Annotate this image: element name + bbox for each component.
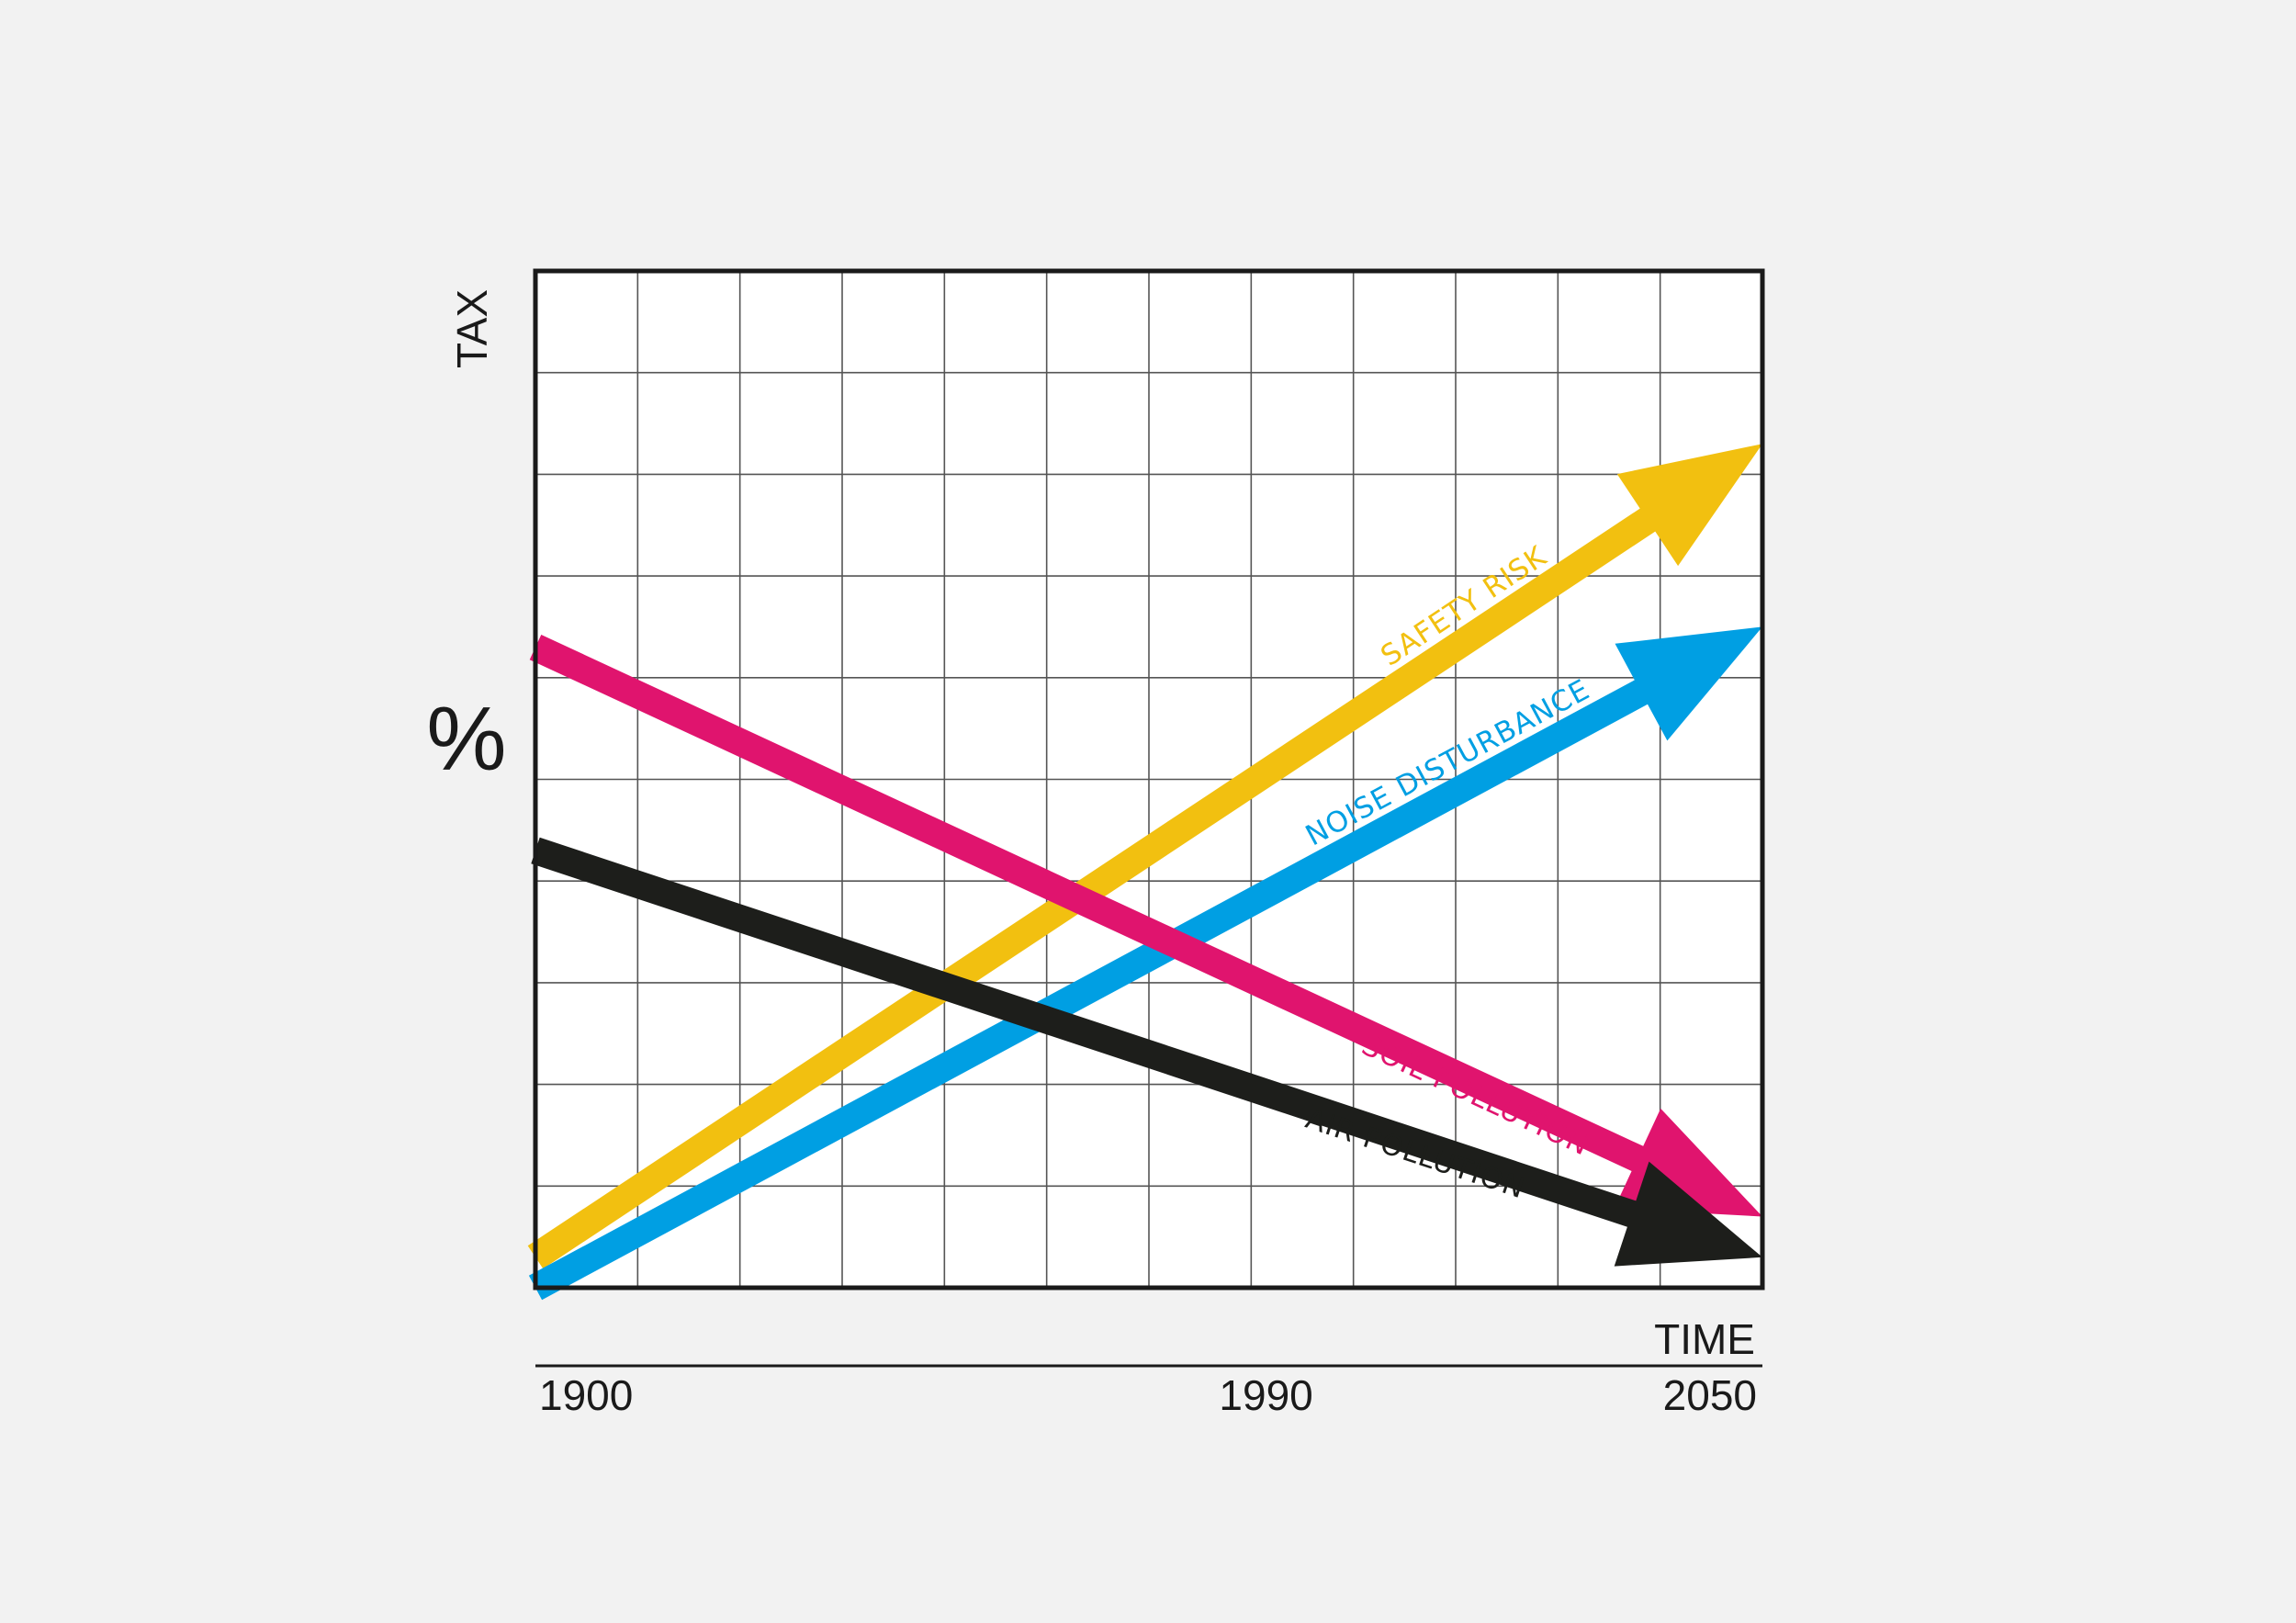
x-tick-labels: 1900 1990 2050 xyxy=(539,1371,1757,1419)
series-arrow-safety-risk xyxy=(527,444,1763,1269)
y-axis-unit: % xyxy=(426,688,506,789)
series-arrow-soil-pollution xyxy=(529,635,1763,1217)
series-arrow-noise-disturbance xyxy=(528,626,1762,1301)
x-tick-label: 1900 xyxy=(539,1371,633,1419)
plot-frame xyxy=(533,268,1765,1291)
series-arrow-air-pollution xyxy=(531,837,1762,1267)
x-axis-label: TIME xyxy=(1654,1315,1755,1363)
x-tick-label: 2050 xyxy=(1663,1371,1757,1419)
x-tick-label: 1990 xyxy=(1219,1371,1312,1419)
y-axis-label: TAX xyxy=(448,289,496,368)
